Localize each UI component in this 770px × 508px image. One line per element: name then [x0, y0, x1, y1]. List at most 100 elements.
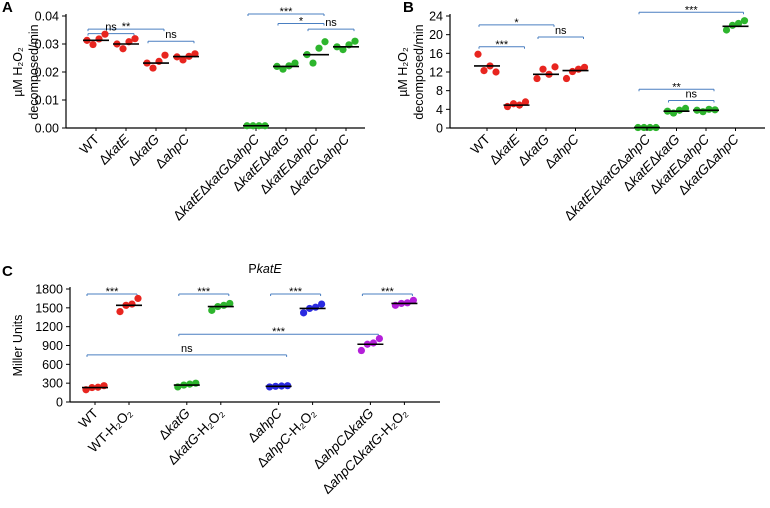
data-point	[149, 64, 157, 72]
data-point	[580, 63, 589, 71]
data-point	[539, 65, 547, 73]
y-tick-label: 20	[429, 28, 443, 42]
y-tick-label: 1500	[35, 301, 63, 315]
significance-label: ***	[106, 286, 120, 298]
data-point	[568, 67, 577, 76]
y-tick-label: 300	[42, 377, 63, 391]
x-tick-label: WT	[76, 406, 101, 431]
significance-label: ***	[495, 39, 509, 51]
y-tick-label: 0.01	[35, 94, 59, 108]
data-point	[318, 300, 326, 308]
y-axis-label-line2: decomposed/min	[412, 24, 426, 119]
y-tick-label: 16	[429, 47, 443, 61]
data-point	[315, 44, 323, 52]
significance-label: ns	[181, 343, 193, 355]
significance-label: ***	[272, 326, 286, 338]
data-point	[492, 68, 500, 76]
x-tick-label: ΔahpC	[542, 131, 582, 171]
panel-letter-B: B	[403, 0, 414, 16]
y-axis-label-line2: decomposed/min	[27, 24, 41, 119]
x-tick-label: ΔahpC	[152, 131, 192, 171]
data-point	[369, 339, 377, 347]
significance-label: ***	[685, 4, 699, 16]
data-point	[226, 299, 234, 308]
data-point	[300, 309, 308, 317]
data-point	[128, 300, 136, 308]
data-point	[533, 74, 541, 83]
significance-label: ***	[280, 6, 294, 18]
y-tick-label: 600	[42, 358, 63, 372]
y-axis-label-line1: µM H₂O₂	[11, 47, 25, 97]
data-point	[351, 37, 359, 45]
data-point	[562, 74, 571, 83]
y-axis-label: Miller Units	[11, 315, 25, 377]
significance-label: ***	[197, 286, 211, 298]
significance-label: ns	[105, 22, 117, 34]
data-point	[186, 380, 194, 388]
significance-label: ns	[555, 25, 567, 37]
significance-label: *	[514, 17, 519, 29]
data-point	[705, 105, 713, 113]
data-point	[321, 38, 329, 46]
data-point	[208, 306, 216, 314]
significance-label: ns	[165, 29, 177, 41]
x-tick-label: WT	[77, 132, 102, 157]
data-point	[474, 50, 482, 58]
data-point	[509, 100, 518, 108]
data-point	[309, 59, 317, 67]
data-point	[179, 56, 187, 64]
data-point	[279, 65, 287, 73]
data-point	[161, 51, 169, 59]
data-point	[191, 50, 199, 58]
panel-C: C 0 300 600 900 1200 1500 1800 Miller Units PkatE…	[2, 262, 440, 497]
chart-title: PkatE	[248, 262, 282, 276]
x-tick-label: ΔkatE	[96, 131, 133, 168]
data-point	[480, 67, 488, 75]
significance-label: ns	[325, 17, 337, 29]
y-tick-label: 1800	[35, 283, 63, 297]
data-point	[740, 17, 749, 25]
data-point	[722, 26, 731, 34]
data-point	[339, 46, 347, 54]
data-point	[375, 334, 383, 343]
data-point	[409, 296, 417, 304]
data-point	[521, 98, 530, 106]
y-axis-label-line1: µM H₂O₂	[396, 47, 410, 97]
y-tick-label: 4	[436, 103, 443, 117]
significance-label: *	[299, 16, 304, 28]
data-point	[95, 35, 103, 43]
data-point	[155, 57, 163, 65]
y-tick-label: 1200	[35, 320, 63, 334]
panel-letter-A: A	[2, 0, 13, 16]
data-point	[291, 59, 299, 67]
y-tick-label: 0	[436, 122, 443, 136]
y-tick-label: 0	[56, 396, 63, 410]
panel-A: A 0.00 0.01 0.02 0.03 0.04 µM H₂O₂ decomposed/m…	[2, 0, 365, 223]
y-tick-label: 24	[429, 10, 443, 24]
y-tick-label: 0.02	[35, 66, 59, 80]
y-tick-label: 0.00	[35, 122, 59, 136]
data-point	[119, 45, 127, 53]
data-point	[551, 63, 559, 71]
y-tick-label: 0.03	[35, 38, 59, 52]
y-tick-label: 0.04	[35, 10, 59, 24]
significance-label: ***	[381, 286, 395, 298]
data-point	[681, 104, 690, 112]
data-point	[134, 294, 142, 303]
y-tick-label: 8	[436, 84, 443, 98]
data-point	[357, 346, 365, 355]
data-point	[675, 106, 684, 114]
significance-label: **	[672, 81, 681, 93]
panel-letter-C: C	[2, 263, 13, 280]
data-point	[101, 30, 109, 38]
data-point	[89, 40, 97, 49]
data-point	[116, 308, 124, 316]
significance-label: **	[122, 21, 131, 33]
data-point	[728, 21, 737, 29]
data-point	[734, 19, 743, 28]
data-point	[131, 35, 139, 43]
y-tick-label: 900	[42, 339, 63, 353]
significance-label: ***	[289, 286, 303, 298]
